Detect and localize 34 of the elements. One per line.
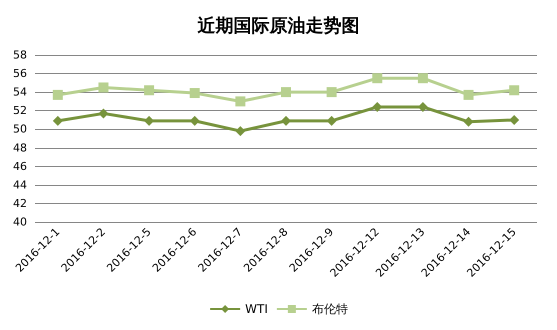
point: [326, 116, 337, 126]
y-tick-label: 52: [13, 104, 27, 118]
y-tick-label: 46: [13, 160, 27, 173]
point: [98, 82, 108, 92]
point: [190, 116, 200, 126]
point: [52, 116, 63, 126]
point: [326, 87, 337, 98]
point: [281, 116, 291, 126]
y-tick-label: 42: [13, 196, 27, 210]
point: [372, 102, 382, 112]
point: [464, 116, 474, 127]
point: [190, 88, 200, 98]
y-tick-label: 40: [13, 216, 27, 228]
legend-label: WTI: [245, 302, 268, 316]
y-tick-label: 58: [13, 48, 27, 62]
point: [235, 96, 246, 106]
legend-label: 布伦特: [312, 302, 348, 316]
point: [464, 90, 474, 100]
y-tick-label: 48: [13, 141, 27, 154]
point: [52, 90, 63, 100]
y-tick-label: 54: [13, 86, 27, 99]
point: [418, 73, 428, 84]
point: [235, 126, 246, 136]
point: [509, 85, 520, 96]
point: [144, 116, 154, 126]
point: [509, 114, 520, 125]
y-tick-label: 44: [13, 178, 27, 192]
point: [281, 87, 291, 98]
chart-title: 近期国际原油走势图: [196, 16, 360, 36]
point: [98, 108, 108, 118]
point: [372, 73, 382, 84]
point: [144, 85, 154, 96]
y-tick-label: 50: [13, 122, 27, 136]
y-tick-label: 56: [13, 67, 27, 80]
